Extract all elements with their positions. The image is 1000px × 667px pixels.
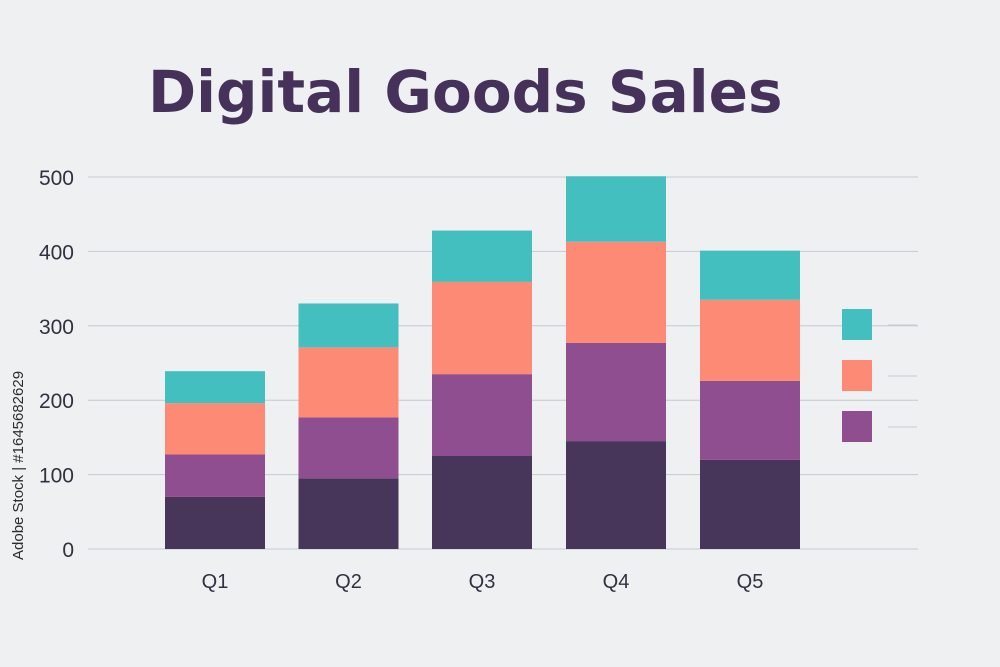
bar-segment-q5-s1 — [700, 459, 800, 549]
x-tick-label: Q1 — [202, 571, 229, 593]
bar-segment-q2-s4 — [298, 303, 399, 348]
bar-segment-q1-s3 — [165, 403, 265, 455]
y-tick-label: 300 — [39, 316, 74, 339]
bar-segment-q2-s3 — [298, 347, 399, 418]
x-tick-label: Q3 — [469, 571, 496, 593]
y-tick-label: 500 — [39, 167, 74, 190]
bar-segment-q4-s2 — [566, 342, 666, 442]
bar-segment-q1-s4 — [165, 371, 265, 404]
bar-segment-q2-s1 — [298, 478, 399, 549]
x-tick-label: Q2 — [335, 571, 362, 593]
bar-segment-q1-s1 — [165, 496, 265, 549]
bar-segment-q3-s4 — [432, 230, 532, 282]
bar-segment-q4-s1 — [566, 441, 666, 549]
y-tick-label: 100 — [39, 465, 74, 488]
bar-segment-q5-s4 — [700, 250, 800, 300]
bar-segment-q5-s3 — [700, 299, 800, 381]
legend-swatch — [842, 411, 872, 442]
y-axis-ticks: 0 100 200 300 400 500 — [39, 167, 74, 562]
bar-segment-q4-s3 — [566, 241, 666, 343]
y-tick-label: 0 — [62, 539, 74, 562]
y-tick-label: 200 — [39, 390, 74, 413]
bar-segment-q5-s2 — [700, 380, 800, 460]
x-tick-label: Q5 — [737, 571, 764, 593]
chart-title: Digital Goods Sales — [148, 58, 783, 126]
bar-segment-q1-s2 — [165, 454, 265, 497]
legend — [842, 309, 917, 442]
legend-swatch — [842, 309, 872, 340]
bars — [165, 176, 800, 549]
x-axis-ticks: Q1 Q2 Q3 Q4 Q5 — [202, 571, 764, 593]
bar-segment-q3-s3 — [432, 281, 532, 375]
x-tick-label: Q4 — [603, 571, 630, 593]
bar-segment-q4-s4 — [566, 176, 666, 242]
watermark-side-text: Adobe Stock | #1645682629 — [10, 370, 27, 560]
bar-segment-q2-s2 — [298, 417, 399, 479]
bar-segment-q3-s2 — [432, 374, 532, 456]
y-tick-label: 400 — [39, 241, 74, 264]
legend-swatch — [842, 360, 872, 391]
bar-segment-q3-s1 — [432, 456, 532, 549]
